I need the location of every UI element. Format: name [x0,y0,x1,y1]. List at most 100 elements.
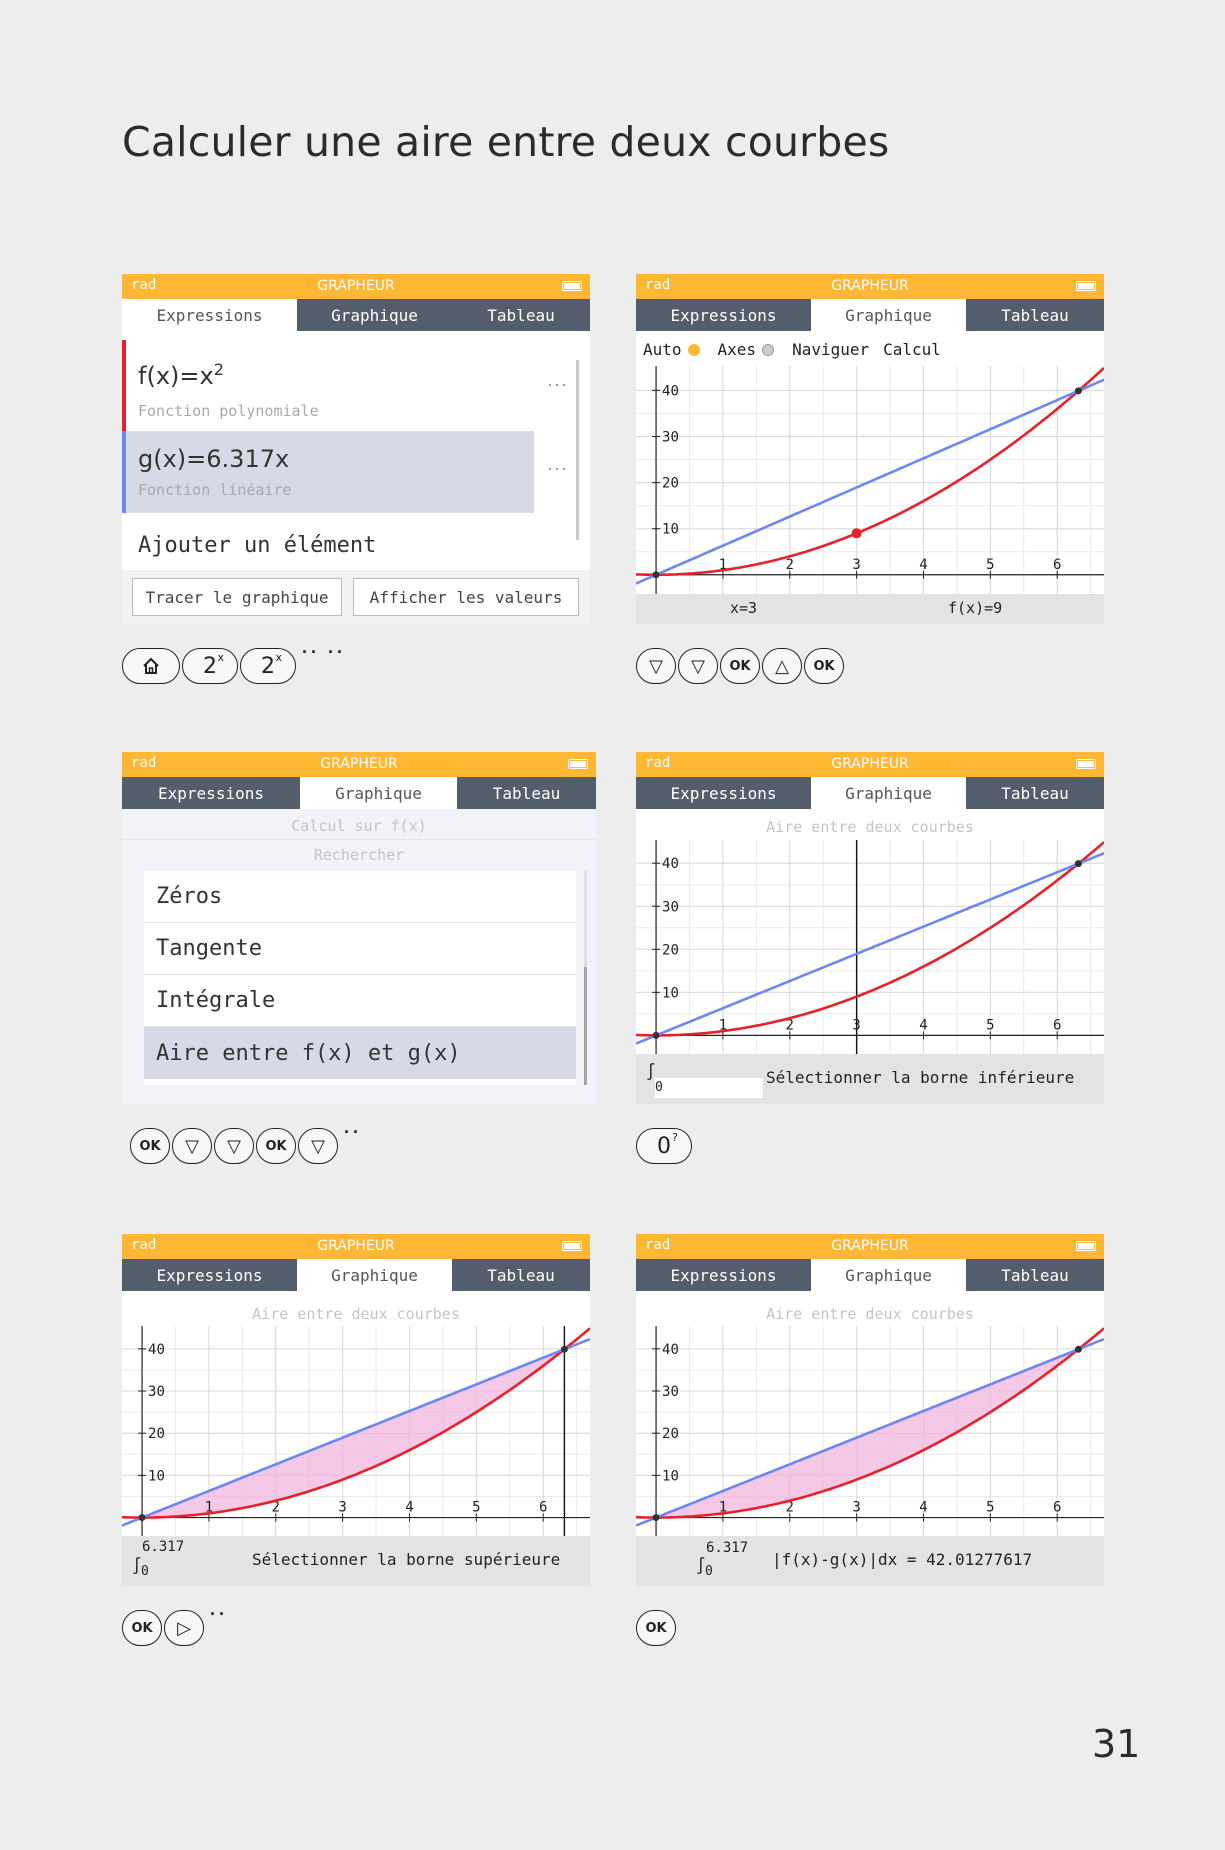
tab-graph[interactable]: Graphique [300,777,457,809]
down-key: ▽ [298,1128,338,1164]
x-tick-label: 5 [472,1500,480,1516]
tab-table[interactable]: Tableau [492,783,561,803]
angle-mode: rad [131,1237,157,1253]
battery-icon [1076,1241,1096,1251]
lower-bound-value: 0 [141,1564,149,1579]
keys-s3: OK ▽ ▽ OK ▽ ·· [130,1122,362,1164]
bound-input-text: 0 [655,1080,663,1095]
calc-button[interactable]: Calcul [883,340,941,359]
x-tick-label: 1 [719,1500,727,1516]
down-key: ▽ [678,648,718,684]
curve-g [636,378,1104,585]
tab-graph[interactable]: Graphique [811,777,966,809]
upper-bound-value: 6.317 [706,1540,749,1556]
upper-bound-value: 6.317 [142,1539,185,1555]
x-tick-label: 2 [786,1017,794,1033]
tab-table[interactable]: Tableau [487,1265,555,1285]
f-options-icon[interactable]: ··· [547,374,568,394]
y-tick-label: 20 [662,942,679,958]
plot-graph-button[interactable]: Tracer le graphique [132,578,342,616]
x-tick-label: 2 [272,1500,280,1516]
menu-item-zeros[interactable]: Zéros [144,871,576,923]
ok-key: OK [122,1610,162,1646]
expression-f[interactable]: f(x)=x2 Fonction polynomiale ··· [122,340,567,432]
tab-bar: Expressions Graphique Tableau [636,1259,1104,1291]
tab-graph[interactable]: Graphique [811,299,966,331]
x-tick-label: 3 [852,557,860,573]
menu-title: Calcul sur f(x) [291,817,427,835]
curve-f [636,841,1104,1037]
tab-expressions[interactable]: Expressions [670,305,777,325]
prompt-message: Sélectionner la borne supérieure [252,1550,561,1569]
curve-f [122,1327,590,1519]
bound-input[interactable] [655,1078,763,1098]
scrollbar[interactable] [576,360,579,540]
x-tick-label: 4 [919,557,927,573]
tab-graph[interactable]: Graphique [331,305,418,325]
bound-prompt: 6.317 ∫ 0 Sélectionner la borne supérieu… [122,1536,590,1586]
calc-title: Aire entre deux courbes [766,818,974,836]
x-tick-label: 4 [919,1500,927,1516]
g-options-icon[interactable]: ··· [547,458,568,478]
tab-expressions[interactable]: Expressions [156,1265,263,1285]
app-name: GRAPHEUR [320,756,398,772]
y-tick-label: 10 [148,1468,165,1484]
y-tick-label: 30 [662,899,679,915]
x-tick-label: 2 [786,1500,794,1516]
axes-button[interactable]: Axes [717,340,757,359]
tab-table[interactable]: Tableau [1001,1265,1069,1285]
y-tick-label: 30 [148,1384,165,1400]
x-tick-label: 6 [1053,1017,1061,1033]
menu-item-integral[interactable]: Intégrale [144,975,576,1027]
battery-icon [1076,759,1096,769]
graph-toolbar: Auto Axes Naviguer Calcul [643,340,941,359]
intersection-point [560,1345,568,1353]
menu-scrollbar[interactable] [584,871,587,1085]
x-tick-label: 5 [986,557,994,573]
intersection-point [652,1514,660,1522]
tab-table[interactable]: Tableau [487,305,555,325]
angle-mode: rad [645,755,671,771]
tab-table[interactable]: Tableau [1001,305,1069,325]
x-tick-label: 2 [786,557,794,573]
menu-item-area[interactable]: Aire entre f(x) et g(x) [144,1027,576,1079]
navigate-button[interactable]: Naviguer [792,340,870,359]
menu-item-tangent[interactable]: Tangente [144,923,576,975]
show-values-button[interactable]: Afficher les valeurs [353,578,579,616]
y-tick-label: 20 [662,1426,679,1442]
y-tick-label: 10 [662,1468,679,1484]
y-tick-label: 10 [662,522,679,538]
battery-icon [1076,281,1096,291]
add-element[interactable]: Ajouter un élément [138,533,377,558]
ok-key: OK [256,1128,296,1164]
x-tick-label: 3 [852,1500,860,1516]
expression-g[interactable]: g(x)=6.317x Fonction linéaire [122,431,534,513]
tab-expressions[interactable]: Expressions [670,783,777,803]
area-value: |f(x)-g(x)|dx = 42.01277617 [772,1550,1033,1569]
f-exponent: 2 [213,360,224,379]
x-tick-label: 5 [986,1500,994,1516]
auto-status-icon [687,343,700,356]
tab-expressions[interactable]: Expressions [122,299,297,331]
y-tick-label: 20 [662,476,679,492]
battery-icon [562,281,582,291]
tab-graph[interactable]: Graphique [297,1259,452,1291]
calc-title: Aire entre deux courbes [252,1305,460,1323]
tab-table[interactable]: Tableau [1001,783,1069,803]
press-dots: ·· [210,1603,228,1624]
tab-graph[interactable]: Graphique [811,1259,966,1291]
ok-key: OK [636,1610,676,1646]
x-tick-label: 5 [986,1017,994,1033]
angle-mode: rad [645,277,671,293]
auto-button[interactable]: Auto [643,340,682,359]
intersection-point [1074,860,1082,868]
y-tick-label: 30 [662,430,679,446]
angle-mode: rad [645,1237,671,1253]
tab-expressions[interactable]: Expressions [670,1265,777,1285]
tab-expressions[interactable]: Expressions [158,783,264,803]
